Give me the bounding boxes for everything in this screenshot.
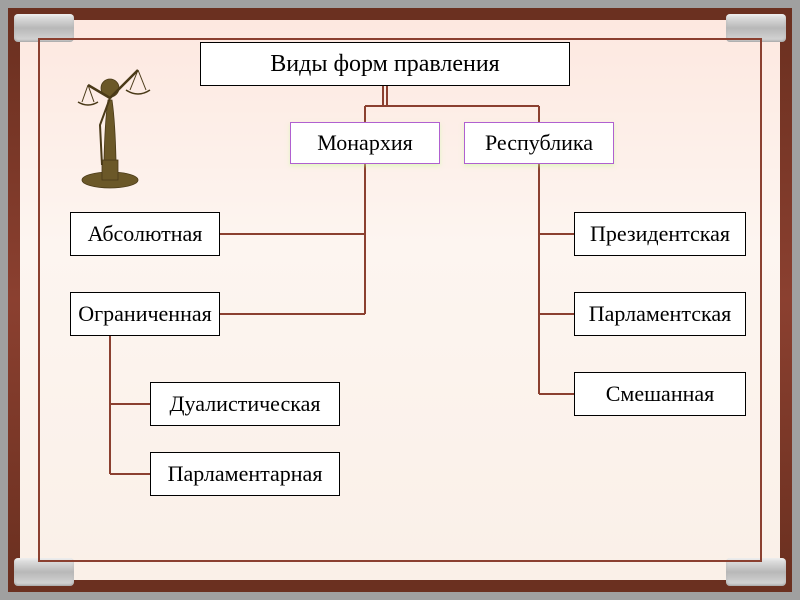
node-limited-label: Ограниченная bbox=[78, 301, 211, 327]
node-republic: Республика bbox=[464, 122, 614, 164]
node-monarchy: Монархия bbox=[290, 122, 440, 164]
node-parliamentary-rep-label: Парламентская bbox=[589, 301, 731, 327]
node-root: Виды форм правления bbox=[200, 42, 570, 86]
node-limited: Ограниченная bbox=[70, 292, 220, 336]
node-monarchy-label: Монархия bbox=[317, 130, 412, 156]
node-absolute: Абсолютная bbox=[70, 212, 220, 256]
node-dualistic-label: Дуалистическая bbox=[170, 391, 321, 417]
node-parliamentary-mon: Парламентарная bbox=[150, 452, 340, 496]
node-parliamentary-mon-label: Парламентарная bbox=[168, 461, 323, 487]
diagram-content: Виды форм правления Монархия Республика … bbox=[20, 20, 780, 580]
node-mixed: Смешанная bbox=[574, 372, 746, 416]
node-absolute-label: Абсолютная bbox=[88, 221, 203, 247]
slide-frame: Виды форм правления Монархия Республика … bbox=[8, 8, 792, 592]
node-presidential: Президентская bbox=[574, 212, 746, 256]
node-presidential-label: Президентская bbox=[590, 221, 730, 247]
slide-frame-outer: Виды форм правления Монархия Республика … bbox=[0, 0, 800, 600]
node-dualistic: Дуалистическая bbox=[150, 382, 340, 426]
node-republic-label: Республика bbox=[485, 130, 593, 156]
node-root-label: Виды форм правления bbox=[270, 51, 499, 78]
node-mixed-label: Смешанная bbox=[606, 381, 715, 407]
justice-statue-icon bbox=[60, 50, 160, 190]
node-parliamentary-rep: Парламентская bbox=[574, 292, 746, 336]
